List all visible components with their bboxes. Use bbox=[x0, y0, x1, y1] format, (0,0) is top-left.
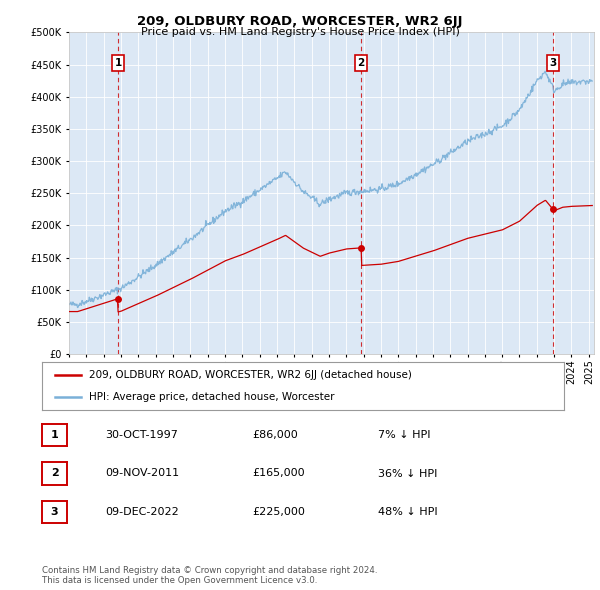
Text: 30-OCT-1997: 30-OCT-1997 bbox=[105, 430, 178, 440]
Text: 209, OLDBURY ROAD, WORCESTER, WR2 6JJ: 209, OLDBURY ROAD, WORCESTER, WR2 6JJ bbox=[137, 15, 463, 28]
Text: 09-DEC-2022: 09-DEC-2022 bbox=[105, 507, 179, 517]
Text: 3: 3 bbox=[550, 58, 557, 68]
Text: £165,000: £165,000 bbox=[252, 468, 305, 478]
Text: 2: 2 bbox=[358, 58, 365, 68]
Text: 1: 1 bbox=[115, 58, 122, 68]
Text: Contains HM Land Registry data © Crown copyright and database right 2024.
This d: Contains HM Land Registry data © Crown c… bbox=[42, 566, 377, 585]
Text: 36% ↓ HPI: 36% ↓ HPI bbox=[378, 468, 437, 478]
Text: 7% ↓ HPI: 7% ↓ HPI bbox=[378, 430, 431, 440]
Text: 209, OLDBURY ROAD, WORCESTER, WR2 6JJ (detached house): 209, OLDBURY ROAD, WORCESTER, WR2 6JJ (d… bbox=[89, 370, 412, 380]
Text: 1: 1 bbox=[51, 430, 58, 440]
Text: 48% ↓ HPI: 48% ↓ HPI bbox=[378, 507, 437, 517]
Text: 09-NOV-2011: 09-NOV-2011 bbox=[105, 468, 179, 478]
Text: 3: 3 bbox=[51, 507, 58, 517]
Text: HPI: Average price, detached house, Worcester: HPI: Average price, detached house, Worc… bbox=[89, 392, 334, 402]
Text: £86,000: £86,000 bbox=[252, 430, 298, 440]
Text: 2: 2 bbox=[51, 468, 58, 478]
Text: £225,000: £225,000 bbox=[252, 507, 305, 517]
Text: Price paid vs. HM Land Registry's House Price Index (HPI): Price paid vs. HM Land Registry's House … bbox=[140, 27, 460, 37]
